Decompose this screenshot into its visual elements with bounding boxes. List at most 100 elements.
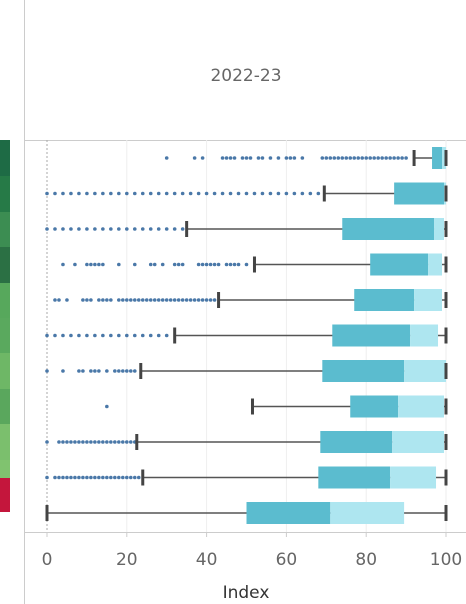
outlier [132, 191, 137, 196]
whisker-cap-low [141, 469, 145, 486]
outlier [140, 298, 145, 302]
outlier [224, 262, 229, 267]
outlier [125, 475, 129, 480]
outlier [388, 156, 392, 160]
outlier [188, 191, 193, 196]
outlier [152, 298, 157, 302]
outlier [89, 475, 93, 480]
outlier [61, 475, 65, 480]
outlier [117, 475, 121, 480]
outlier [228, 156, 233, 160]
box-upper [330, 502, 405, 524]
outlier [392, 156, 396, 160]
outlier [77, 475, 81, 480]
outlier [160, 298, 165, 302]
outlier [320, 156, 325, 160]
outlier [85, 262, 89, 267]
outlier [196, 262, 201, 267]
outlier [117, 227, 121, 231]
outlier [404, 156, 408, 160]
outlier [81, 369, 85, 373]
outlier [148, 227, 153, 231]
outlier [73, 440, 77, 444]
whisker-cap-high [444, 150, 448, 166]
outlier [109, 440, 113, 444]
outlier [109, 191, 113, 196]
outlier [117, 333, 121, 338]
box-lower [246, 502, 331, 524]
outlier [172, 298, 177, 302]
outlier [156, 191, 161, 196]
outlier [196, 191, 201, 196]
strip-cell [0, 460, 10, 478]
outlier [204, 298, 209, 302]
outlier [61, 440, 65, 444]
whisker-cap-low [412, 150, 416, 166]
outlier [132, 298, 137, 302]
outlier [324, 156, 329, 160]
outlier [45, 227, 49, 231]
box-upper [404, 360, 446, 382]
outlier [93, 475, 97, 480]
outlier [77, 191, 81, 196]
outlier [144, 298, 149, 302]
outlier [200, 156, 205, 160]
box-lower [318, 466, 391, 489]
outlier [101, 333, 105, 338]
outlier [85, 440, 89, 444]
strip-cell [0, 318, 10, 353]
outlier [180, 298, 185, 302]
whisker-cap-high [444, 221, 448, 237]
box-upper [428, 253, 443, 276]
outlier [85, 333, 89, 338]
outlier [125, 227, 129, 231]
outlier [160, 262, 165, 267]
outlier [117, 298, 121, 302]
outlier [77, 369, 81, 373]
outlier [132, 227, 137, 231]
outlier [148, 298, 153, 302]
outlier [117, 191, 121, 196]
outlier [340, 156, 345, 160]
outlier [85, 298, 89, 302]
outlier [260, 156, 265, 160]
outlier [45, 440, 49, 444]
outlier [288, 156, 293, 160]
outlier [53, 298, 57, 302]
outlier [244, 191, 249, 196]
x-tick-label: 60 [276, 550, 298, 570]
outlier [45, 191, 49, 196]
outlier [93, 227, 97, 231]
outlier [121, 369, 125, 373]
outlier [200, 262, 205, 267]
outlier [328, 156, 333, 160]
outlier [113, 440, 117, 444]
outlier [384, 156, 388, 160]
outlier [220, 156, 225, 160]
outlier [77, 227, 81, 231]
outlier [172, 227, 177, 231]
outlier [101, 262, 105, 267]
box-upper [410, 324, 439, 347]
outlier [284, 191, 289, 196]
outlier [101, 227, 105, 231]
outlier [224, 156, 229, 160]
outlier [176, 298, 181, 302]
outlier [69, 475, 73, 480]
whisker-cap-low [45, 505, 49, 521]
outlier [316, 191, 321, 196]
whisker-cap-low [135, 434, 139, 450]
row-color-strip [0, 140, 10, 512]
outlier [400, 156, 404, 160]
outlier [376, 156, 380, 160]
outlier [125, 369, 129, 373]
outlier [61, 369, 65, 373]
outlier [268, 156, 273, 160]
outlier [180, 262, 185, 267]
outlier [45, 475, 49, 480]
outlier [364, 156, 369, 160]
outlier [192, 156, 197, 160]
outlier [65, 440, 69, 444]
outlier [93, 369, 97, 373]
x-axis-label: Index [223, 583, 270, 603]
